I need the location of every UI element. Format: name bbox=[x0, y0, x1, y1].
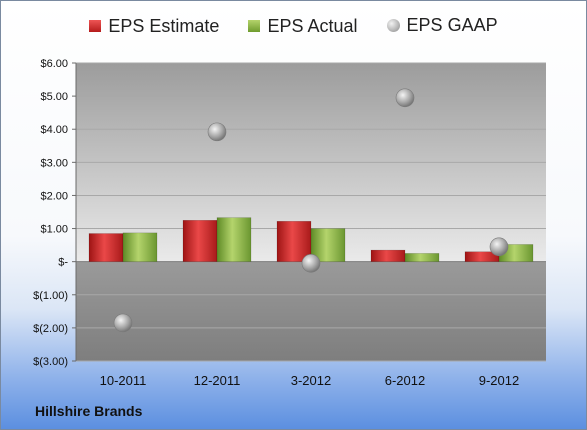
y-tick-label: $(2.00) bbox=[33, 323, 68, 335]
y-tick-label: $(3.00) bbox=[33, 356, 68, 368]
x-tick-label: 12-2011 bbox=[194, 373, 241, 388]
estimate-swatch bbox=[89, 20, 102, 32]
gaap-marker bbox=[301, 254, 321, 273]
gaap-marker bbox=[207, 122, 227, 142]
y-tick-label: $(1.00) bbox=[33, 290, 68, 302]
actual-bar bbox=[122, 232, 158, 262]
legend: EPS Estimate EPS Actual EPS GAAP bbox=[1, 15, 586, 37]
y-tick-label: $- bbox=[58, 257, 68, 269]
gaap-marker bbox=[113, 313, 133, 333]
legend-actual: EPS Actual bbox=[248, 15, 358, 37]
plot-area bbox=[76, 63, 546, 361]
x-tick-label: 9-2012 bbox=[479, 373, 519, 388]
gaap-swatch bbox=[386, 19, 400, 32]
plot-area-negative bbox=[76, 261, 546, 361]
gaap-marker bbox=[395, 88, 415, 108]
actual-swatch bbox=[248, 20, 261, 32]
x-tick-label: 6-2012 bbox=[385, 373, 425, 388]
x-axis: 10-2011 12-2011 3-2012 6-2012 9-2012 bbox=[100, 373, 520, 388]
bars bbox=[88, 217, 534, 262]
y-tick-label: $3.00 bbox=[40, 157, 68, 169]
y-axis: $6.00 $5.00 $4.00 $3.00 $2.00 $1.00 $- $(1.00) $… bbox=[33, 58, 77, 368]
estimate-bar bbox=[276, 221, 312, 262]
estimate-bar bbox=[370, 249, 406, 262]
estimate-bar bbox=[88, 233, 124, 262]
actual-bar bbox=[404, 253, 440, 262]
company-name: Hillshire Brands bbox=[35, 403, 143, 419]
gaap-marker bbox=[489, 237, 509, 257]
legend-estimate: EPS Estimate bbox=[89, 16, 219, 37]
legend-gaap: EPS GAAP bbox=[386, 15, 498, 36]
gaap-markers bbox=[113, 88, 509, 333]
x-tick-label: 10-2011 bbox=[100, 373, 147, 388]
y-tick-label: $1.00 bbox=[40, 224, 68, 236]
legend-gaap-label: EPS GAAP bbox=[406, 15, 498, 35]
actual-bar bbox=[216, 217, 252, 262]
y-tick-label: $5.00 bbox=[40, 91, 68, 103]
x-tick-label: 3-2012 bbox=[291, 373, 331, 388]
legend-estimate-label: EPS Estimate bbox=[108, 15, 220, 36]
y-tick-label: $2.00 bbox=[40, 190, 68, 202]
y-tick-label: $4.00 bbox=[40, 124, 68, 136]
gridlines bbox=[76, 62, 546, 362]
legend-actual-label: EPS Actual bbox=[267, 15, 358, 36]
estimate-bar bbox=[182, 220, 218, 262]
y-tick-label: $6.00 bbox=[40, 58, 68, 70]
